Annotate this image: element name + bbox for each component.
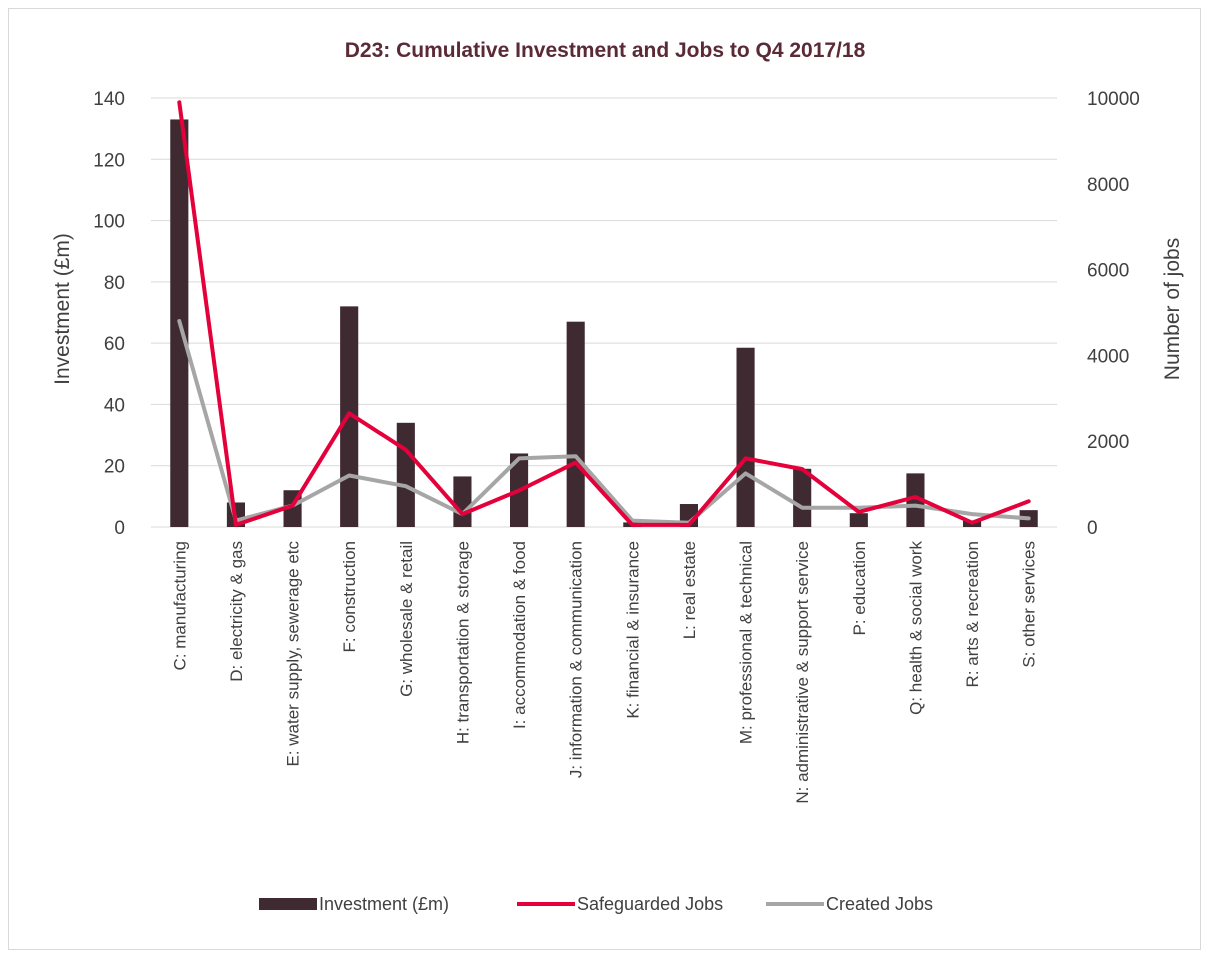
- safeguarded-jobs-line: [177, 100, 1031, 527]
- category-label: L: real estate: [680, 541, 699, 639]
- category-label: E: water supply, sewerage etc: [284, 541, 303, 767]
- category-label: F: construction: [340, 541, 359, 653]
- left-tick-label: 140: [93, 89, 125, 110]
- legend-label: Safeguarded Jobs: [577, 894, 723, 914]
- category-labels: C: manufacturing D: electricity & gas E: w…: [170, 541, 1038, 804]
- right-tick-label: 8000: [1087, 175, 1129, 196]
- left-tick-label: 40: [104, 395, 125, 416]
- left-tick-label: 80: [104, 273, 125, 294]
- right-axis-ticks: 0 2000 4000 6000 8000 10000: [1087, 89, 1140, 539]
- category-label: J: information & communication: [567, 541, 586, 778]
- category-label: I: accommodation & food: [510, 541, 529, 729]
- category-label: K: financial & insurance: [623, 541, 642, 719]
- legend-label: Created Jobs: [826, 894, 933, 914]
- category-label: R: arts & recreation: [963, 541, 982, 687]
- line-series: [177, 100, 1031, 527]
- category-label: N: administrative & support service: [793, 541, 812, 804]
- category-label: G: wholesale & retail: [397, 541, 416, 697]
- investment-bar: [453, 476, 472, 527]
- category-label: M: professional & technical: [737, 541, 756, 744]
- left-tick-label: 120: [93, 150, 125, 171]
- left-tick-label: 100: [93, 212, 125, 233]
- category-label: C: manufacturing: [170, 541, 189, 670]
- legend-swatch-investment: [259, 898, 317, 910]
- chart-svg: D23: Cumulative Investment and Jobs to Q…: [51, 39, 1184, 914]
- left-axis-ticks: 0 20 40 60 80 100 120 140: [93, 89, 125, 539]
- investment-bar: [906, 473, 925, 527]
- gridlines: [151, 97, 1057, 528]
- right-tick-label: 10000: [1087, 89, 1140, 110]
- chart-title: D23: Cumulative Investment and Jobs to Q…: [345, 39, 866, 62]
- investment-bar: [566, 321, 585, 527]
- investment-bar: [396, 422, 415, 527]
- legend: Investment (£m) Safeguarded Jobs Created J…: [259, 894, 933, 914]
- investment-bar: [736, 347, 755, 527]
- right-tick-label: 0: [1087, 518, 1098, 539]
- category-label: P: education: [850, 541, 869, 636]
- right-axis-title: Number of jobs: [1161, 238, 1184, 380]
- right-tick-label: 6000: [1087, 261, 1129, 282]
- category-label: S: other services: [1020, 541, 1039, 668]
- investment-bar: [793, 468, 812, 527]
- right-tick-label: 4000: [1087, 346, 1129, 367]
- right-tick-label: 2000: [1087, 432, 1129, 453]
- legend-label: Investment (£m): [319, 894, 449, 914]
- left-tick-label: 60: [104, 334, 125, 355]
- category-label: D: electricity & gas: [227, 541, 246, 682]
- left-tick-label: 20: [104, 457, 125, 478]
- investment-bar: [849, 513, 868, 527]
- category-label: Q: health & social work: [906, 541, 925, 715]
- left-tick-label: 0: [114, 518, 125, 539]
- chart-frame: D23: Cumulative Investment and Jobs to Q…: [8, 8, 1201, 950]
- category-label: H: transportation & storage: [453, 541, 472, 744]
- left-axis-title: Investment (£m): [51, 233, 74, 385]
- created-jobs-line: [177, 319, 1031, 525]
